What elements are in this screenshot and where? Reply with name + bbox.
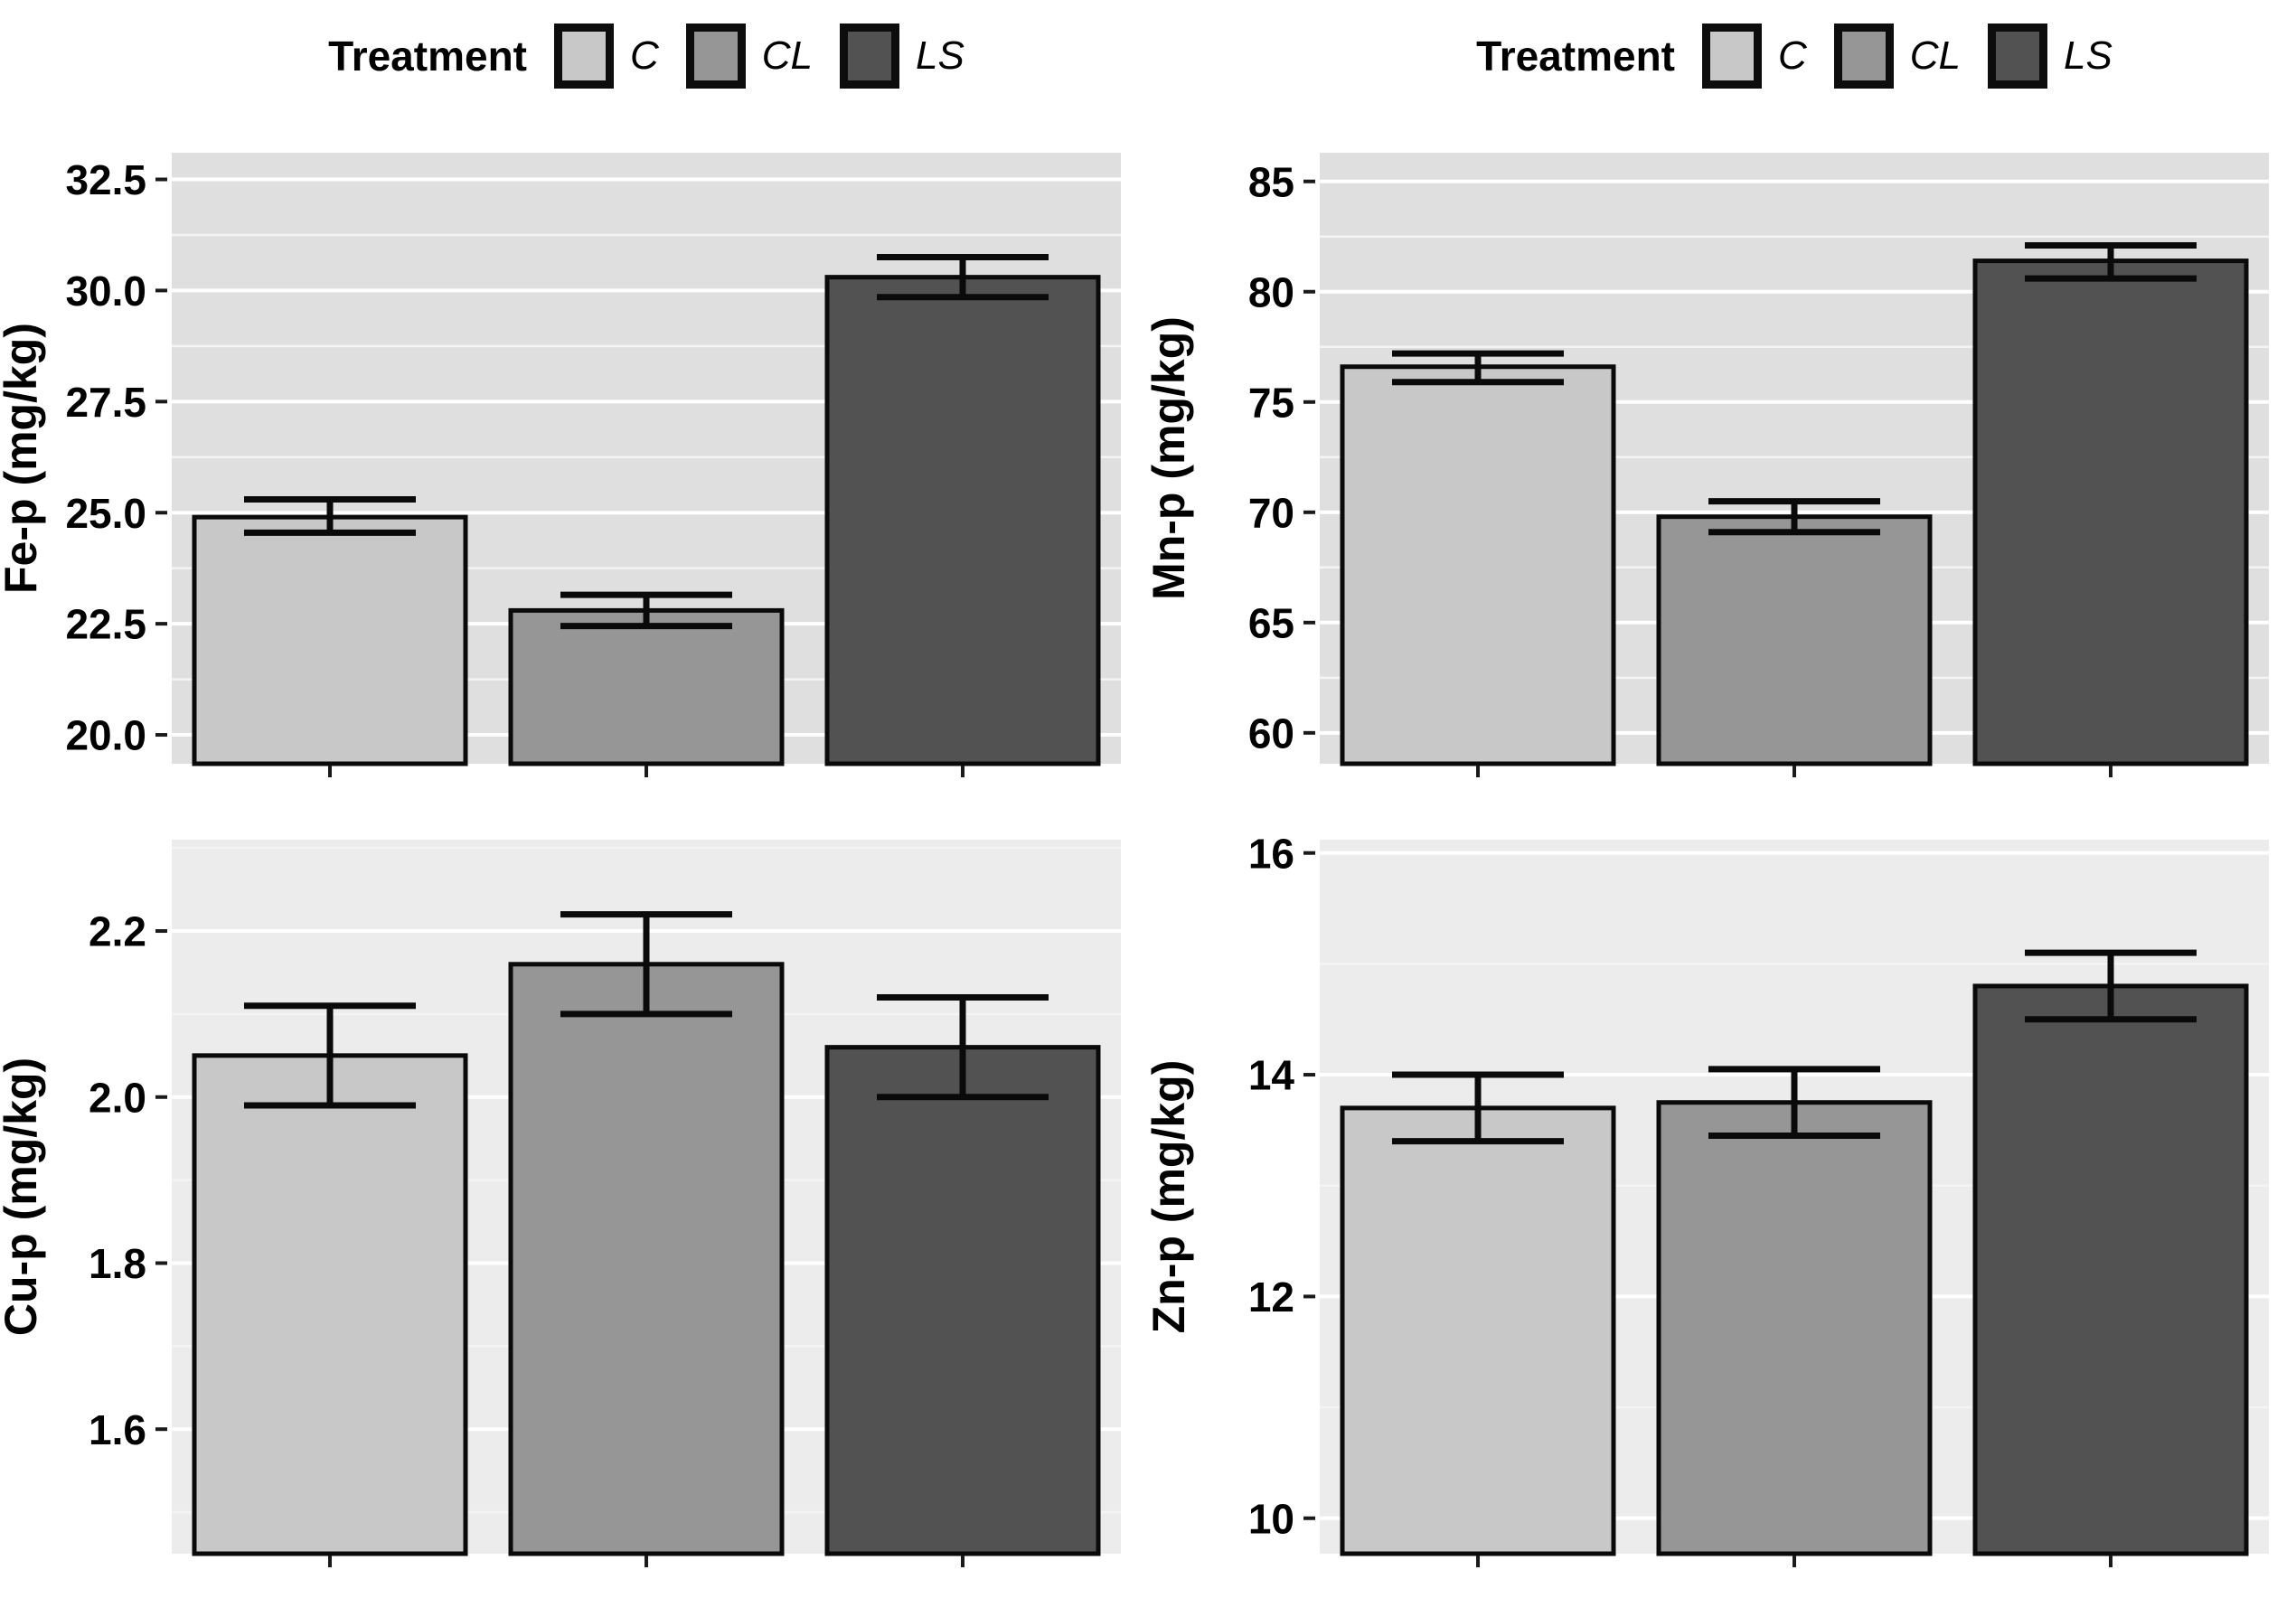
legend-swatch-c (1702, 23, 1762, 89)
legend-title: Treatment (328, 32, 527, 80)
bar-ls (824, 275, 1101, 766)
legend-item-c: C (1702, 23, 1807, 89)
y-tick-label: 30.0 (65, 268, 146, 315)
legend-swatch-cl (685, 23, 746, 89)
y-tick-label: 2.0 (89, 1074, 146, 1121)
y-tick-label: 80 (1248, 268, 1294, 315)
legend-label-cl: CL (761, 33, 814, 78)
y-tick-label: 60 (1248, 710, 1294, 757)
legend-label-c: C (1778, 33, 1807, 78)
chart-fe-p: 20.0 22.5 25.0 27.5 30.0 32.5 Fe-p (mg/kg) (0, 99, 1148, 790)
y-axis-title: Mn-p (mg/kg) (1148, 316, 1194, 600)
legend-title: Treatment (1476, 32, 1675, 80)
y-tick-label: 1.6 (89, 1406, 146, 1453)
legend-swatch-c (554, 23, 614, 89)
legend-swatch-cl (1833, 23, 1894, 89)
y-axis-title: Zn-p (mg/kg) (1148, 1060, 1194, 1334)
bar-cl (1656, 1100, 1933, 1556)
y-tick-label: 14 (1248, 1052, 1295, 1099)
chart-svg-fe-p: 20.0 22.5 25.0 27.5 30.0 32.5 Fe-p (mg/kg) (0, 153, 1121, 777)
bar-cl (508, 607, 785, 766)
chart-svg-mn-p: 60 65 70 75 80 85 Mn-p (mg/kg) (1143, 153, 2269, 777)
chart-cu-p: 1.6 1.8 2.0 2.2 Cu-p (mg/kg) (0, 790, 1148, 1585)
bar-ls (1972, 258, 2249, 766)
y-tick-label: 85 (1248, 158, 1294, 205)
legend-item-c: C (554, 23, 659, 89)
legend-swatch-ls (1988, 23, 2048, 89)
y-tick-label: 10 (1248, 1495, 1294, 1542)
y-tick-label: 25.0 (65, 490, 146, 537)
bar-c (192, 1053, 468, 1556)
bar-c (192, 514, 468, 766)
chart-zn-p: 10 12 14 16 Zn-p (mg/kg) (1143, 790, 2296, 1585)
legend-swatch-ls (840, 23, 900, 89)
bar-c (1340, 1105, 1616, 1556)
y-tick-label: 65 (1248, 599, 1294, 646)
bar-cl (1656, 514, 1933, 766)
legend-label-c: C (630, 33, 659, 78)
chart-mn-p: 60 65 70 75 80 85 Mn-p (mg/kg) (1143, 99, 2296, 790)
y-tick-label: 32.5 (65, 156, 146, 203)
legend-item-cl: CL (1833, 23, 1962, 89)
chart-svg-cu-p: 1.6 1.8 2.0 2.2 Cu-p (mg/kg) (0, 840, 1121, 1567)
legend-right: Treatment C CL LS (1148, 13, 2296, 99)
legend-label-ls: LS (916, 33, 965, 78)
y-tick-label: 2.2 (89, 908, 146, 955)
bar-c (1340, 364, 1616, 766)
y-tick-label: 16 (1248, 830, 1294, 877)
legend-item-cl: CL (685, 23, 814, 89)
y-tick-label: 1.8 (89, 1240, 146, 1287)
legend-item-ls: LS (840, 23, 965, 89)
legend-label-cl: CL (1909, 33, 1962, 78)
y-tick-label: 22.5 (65, 601, 146, 648)
bar-ls (824, 1045, 1101, 1556)
chart-svg-zn-p: 10 12 14 16 Zn-p (mg/kg) (1143, 830, 2269, 1567)
y-tick-label: 75 (1248, 379, 1294, 426)
y-tick-label: 20.0 (65, 712, 146, 759)
y-axis-title: Fe-p (mg/kg) (0, 323, 46, 594)
y-tick-label: 70 (1248, 489, 1294, 536)
bar-ls (1972, 983, 2249, 1556)
legend-item-ls: LS (1988, 23, 2113, 89)
y-axis-title: Cu-p (mg/kg) (0, 1058, 46, 1336)
y-tick-label: 27.5 (65, 379, 146, 426)
legend-left: Treatment C CL LS (0, 13, 1148, 99)
legend-label-ls: LS (2064, 33, 2113, 78)
y-tick-label: 12 (1248, 1274, 1294, 1321)
bar-cl (508, 962, 785, 1556)
